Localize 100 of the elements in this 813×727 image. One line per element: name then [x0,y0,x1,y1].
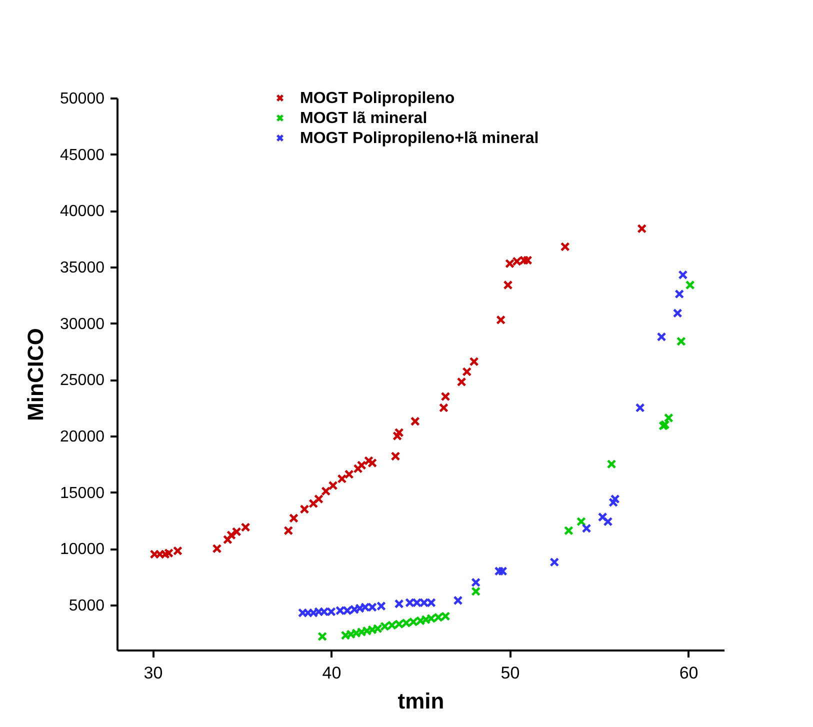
x-tick-label: 60 [679,664,698,682]
point [212,544,222,554]
y-tick-label: 20000 [60,428,105,446]
point [392,431,402,441]
point [394,599,404,609]
point [289,513,298,523]
point [419,598,429,608]
point [362,626,372,636]
y-tick-label: 45000 [60,146,105,164]
point [471,578,481,588]
point [550,557,560,567]
point [412,598,422,608]
y-tick-label: 50000 [60,90,105,108]
point [674,289,684,299]
point [637,224,647,234]
point [462,367,472,376]
point [676,336,686,346]
point [372,624,382,634]
x-tick-label: 40 [322,664,342,682]
y-tick-label: 35000 [60,259,105,276]
point [438,403,448,413]
point [522,255,532,265]
point [340,630,350,640]
point [368,602,378,612]
point [356,460,366,470]
point [335,606,345,616]
legend-label: MOGT Polipropileno+lã mineral [300,130,539,147]
point [635,403,645,413]
point [303,608,313,618]
point [314,606,324,616]
point [603,516,613,526]
y-tick-label: 40000 [60,203,105,220]
point [344,470,354,479]
point [356,627,366,637]
point [394,428,404,438]
point [155,550,165,559]
point [172,546,182,556]
point [342,606,352,616]
point [576,516,586,526]
point [560,242,570,252]
point [326,606,336,616]
point [426,598,436,608]
point [434,612,444,622]
point [610,494,620,504]
point [405,598,415,608]
point [308,608,318,618]
point [240,522,250,532]
point [298,608,308,618]
point [564,526,574,536]
point [318,632,328,642]
point [321,486,331,496]
point [355,604,365,614]
point [608,498,618,508]
point [376,601,386,611]
point [319,606,329,616]
point [505,258,514,268]
point [471,586,481,596]
point [421,614,431,624]
y-tick-label: 25000 [60,372,105,390]
point [351,628,361,638]
point [284,526,294,536]
point [656,332,666,342]
point [337,474,347,484]
point [503,280,513,290]
point [160,550,170,559]
point [350,604,360,614]
point [328,480,338,490]
point [440,392,450,402]
y-tick-label: 5000 [68,597,105,614]
point [401,618,411,628]
y-tick-label: 15000 [60,484,105,502]
point [685,280,695,290]
point [453,596,463,606]
point [672,308,682,318]
point [494,566,504,576]
point [456,377,466,387]
point [598,512,608,522]
point [469,356,479,366]
point [232,526,242,536]
point [678,270,688,280]
x-tick-label: 50 [500,664,520,682]
point [314,494,324,504]
point [380,622,390,632]
point [496,315,506,325]
point [408,617,418,627]
point [353,464,363,474]
point [498,566,508,576]
legend-label: MOGT Polipropileno [300,90,455,107]
x-axis-title: tmin [398,688,444,714]
point [308,498,318,508]
point [387,620,397,630]
point [440,611,450,621]
point [346,629,356,639]
point [360,602,370,612]
legend-label: MOGT lã mineral [300,110,428,127]
point [150,550,160,559]
point [582,524,592,534]
point [416,616,426,626]
y-tick-label: 30000 [60,316,105,333]
point [164,548,174,558]
